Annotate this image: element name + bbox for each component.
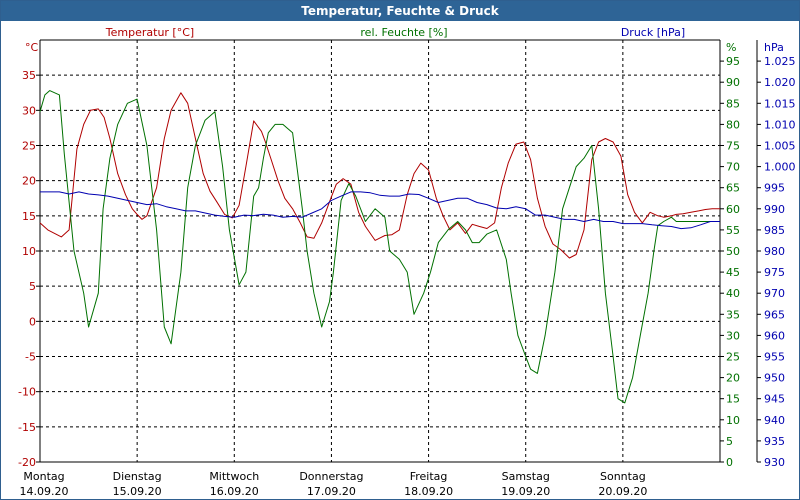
temperature-tick-label: 0	[29, 315, 36, 328]
temperature-tick-label: 35	[22, 69, 36, 82]
humidity-tick-label: 70	[726, 161, 740, 174]
humidity-axis-title: rel. Feuchte [%]	[360, 26, 447, 39]
temperature-tick-label: 10	[22, 245, 36, 258]
x-tick-day-label: Donnerstag	[299, 470, 363, 483]
humidity-series-line	[39, 90, 720, 404]
temperature-series-line	[39, 92, 720, 259]
humidity-tick-label: 60	[726, 203, 740, 216]
pressure-tick-label: 1.015	[764, 97, 796, 110]
pressure-tick-label: 995	[764, 182, 785, 195]
pressure-tick-label: 1.025	[764, 55, 796, 68]
humidity-tick-label: 35	[726, 308, 740, 321]
humidity-tick-label: 75	[726, 140, 740, 153]
x-tick-day-label: Freitag	[410, 470, 448, 483]
x-tick-date-label: 19.09.20	[501, 485, 550, 498]
axes	[36, 39, 761, 463]
temperature-tick-label: 20	[22, 175, 36, 188]
humidity-tick-label: 45	[726, 266, 740, 279]
pressure-tick-label: 975	[764, 266, 785, 279]
pressure-tick-label: 980	[764, 245, 785, 258]
x-tick-date-label: 17.09.20	[307, 485, 356, 498]
x-tick-day-label: Samstag	[502, 470, 550, 483]
pressure-tick-label: 1.000	[764, 161, 796, 174]
pressure-tick-label: 960	[764, 329, 785, 342]
temperature-axis-title: Temperatur [°C]	[105, 26, 194, 39]
pressure-tick-label: 970	[764, 287, 785, 300]
humidity-tick-label: 90	[726, 76, 740, 89]
temperature-tick-label: -10	[18, 386, 36, 399]
x-tick-day-label: Dienstag	[113, 470, 162, 483]
pressure-tick-label: 935	[764, 435, 785, 448]
temperature-tick-label: 15	[22, 210, 36, 223]
temperature-unit-label: °C	[25, 41, 39, 54]
humidity-tick-label: 95	[726, 55, 740, 68]
humidity-tick-label: 85	[726, 97, 740, 110]
series-group	[39, 90, 720, 404]
temperature-tick-label: -20	[18, 456, 36, 469]
pressure-tick-label: 990	[764, 203, 785, 216]
temperature-tick-label: 5	[29, 280, 36, 293]
tick-labels: °C% hPa Temperatur [°C] rel. Feuchte [%] Dru…	[18, 26, 795, 498]
humidity-tick-label: 40	[726, 287, 740, 300]
x-tick-day-label: Sonntag	[600, 470, 646, 483]
temperature-tick-label: 25	[22, 140, 36, 153]
pressure-tick-label: 950	[764, 372, 785, 385]
temperature-tick-label: -15	[18, 421, 36, 434]
humidity-tick-label: 20	[726, 372, 740, 385]
x-tick-date-label: 16.09.20	[210, 485, 259, 498]
x-tick-date-label: 14.09.20	[20, 485, 69, 498]
pressure-unit-label: hPa	[764, 41, 784, 54]
pressure-tick-label: 930	[764, 456, 785, 469]
pressure-tick-label: 940	[764, 414, 785, 427]
pressure-tick-label: 1.005	[764, 140, 796, 153]
temperature-tick-label: -5	[25, 351, 36, 364]
humidity-tick-label: 0	[726, 456, 733, 469]
window-title: Temperatur, Feuchte & Druck	[1, 1, 799, 21]
humidity-tick-label: 10	[726, 414, 740, 427]
pressure-tick-label: 955	[764, 351, 785, 364]
humidity-tick-label: 5	[726, 435, 733, 448]
temperature-tick-label: 30	[22, 104, 36, 117]
pressure-tick-label: 965	[764, 308, 785, 321]
pressure-tick-label: 1.020	[764, 76, 796, 89]
humidity-tick-label: 30	[726, 329, 740, 342]
humidity-tick-label: 25	[726, 351, 740, 364]
pressure-series-line	[40, 191, 720, 230]
pressure-tick-label: 985	[764, 224, 785, 237]
pressure-axis-title: Druck [hPa]	[621, 26, 685, 39]
humidity-tick-label: 65	[726, 182, 740, 195]
x-tick-date-label: 15.09.20	[113, 485, 162, 498]
humidity-tick-label: 80	[726, 118, 740, 131]
pressure-tick-label: 1.010	[764, 118, 796, 131]
humidity-tick-label: 50	[726, 245, 740, 258]
grid-lines	[40, 40, 720, 462]
humidity-tick-label: 55	[726, 224, 740, 237]
x-tick-day-label: Montag	[23, 470, 64, 483]
x-tick-day-label: Mittwoch	[209, 470, 259, 483]
humidity-tick-label: 15	[726, 393, 740, 406]
x-tick-date-label: 20.09.20	[598, 485, 647, 498]
x-tick-date-label: 18.09.20	[404, 485, 453, 498]
pressure-tick-label: 945	[764, 393, 785, 406]
humidity-unit-label: %	[726, 41, 736, 54]
